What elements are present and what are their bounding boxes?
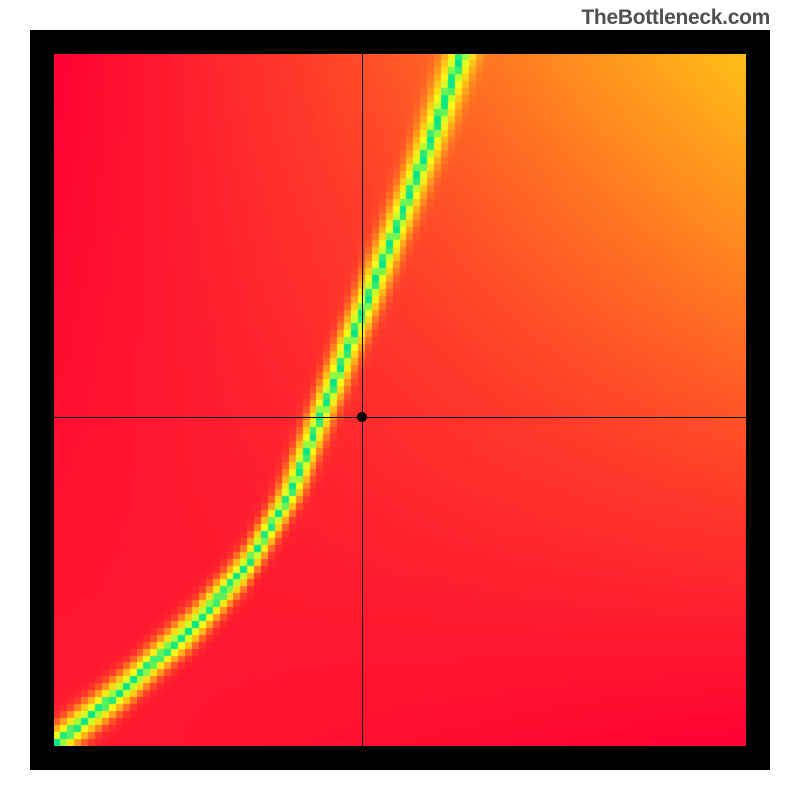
attribution-text: TheBottleneck.com xyxy=(581,6,770,30)
chart-container: TheBottleneck.com xyxy=(0,0,800,800)
crosshair-horizontal xyxy=(54,417,746,418)
heatmap-canvas xyxy=(54,54,746,746)
crosshair-dot xyxy=(357,412,367,422)
chart-frame xyxy=(30,30,770,770)
crosshair-vertical xyxy=(362,54,363,746)
